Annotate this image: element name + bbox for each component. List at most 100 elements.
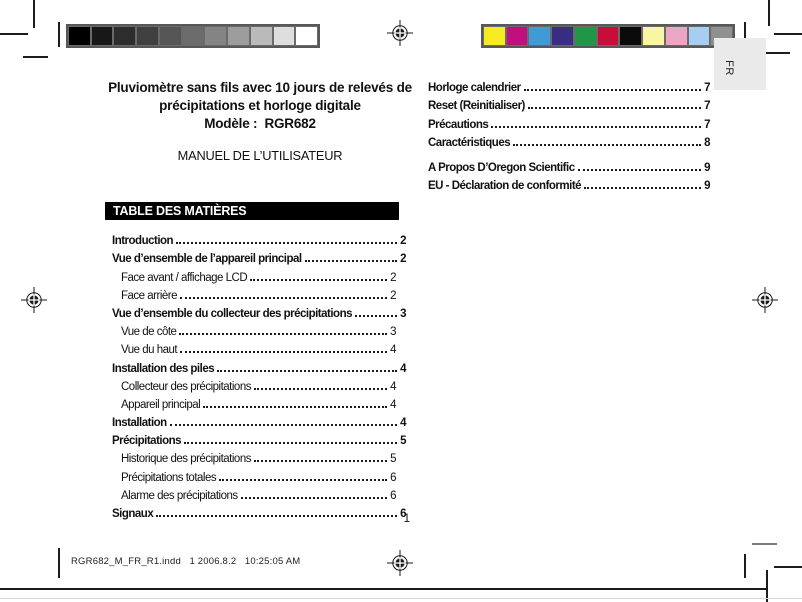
toc-entry: Appareil principal 4 (112, 393, 396, 411)
toc-entry-page: 6 (400, 508, 406, 520)
color-swatch (642, 26, 665, 46)
toc-entry: Vue de côte 3 (112, 320, 396, 338)
registration-mark-icon (387, 20, 413, 46)
crop-mark-top-left-horizontal (0, 33, 28, 35)
toc-entry-label: A Propos D’Oregon Scientific (428, 161, 575, 174)
toc-entry: Face avant / affichage LCD 2 (112, 265, 396, 284)
grayscale-swatch (68, 26, 91, 46)
dot-leader (304, 260, 398, 263)
toc-entry: Signaux 6 (112, 502, 406, 520)
dot-leader (253, 460, 388, 463)
toc-entry: Caractéristiques 8 (428, 131, 710, 149)
toc-entry: Horloge calendrier 7 (428, 76, 710, 94)
grayscale-swatch (136, 26, 159, 46)
crop-mark-bottom-right-horizontal (774, 566, 802, 568)
dot-leader (180, 296, 388, 299)
footer-filename: RGR682_M_FR_R1.indd 1 2006.8.2 10:25:05 … (71, 556, 301, 567)
toc-entry-label: Appareil principal (121, 398, 201, 411)
color-swatch (528, 26, 552, 46)
toc-entry: Collecteur des précipitations 4 (112, 375, 396, 393)
trim-mark-footer-right-vertical (744, 554, 746, 578)
toc-entry: Précipitations 5 (112, 429, 406, 447)
dot-leader (219, 478, 388, 481)
crop-mark-top-left-vertical (33, 0, 35, 28)
color-swatch (619, 26, 643, 46)
page-number: 1 (403, 513, 410, 525)
color-swatch (573, 26, 597, 46)
dot-leader (156, 515, 398, 517)
toc-entry-page: 4 (400, 417, 406, 430)
toc-entry-page: 4 (390, 344, 396, 357)
registration-mark-icon (21, 287, 47, 313)
registration-mark-icon (387, 550, 413, 576)
grayscale-calibration-bar (66, 24, 320, 48)
language-tab-label: FR (723, 60, 735, 76)
language-tab (714, 38, 766, 90)
grayscale-swatch (181, 26, 205, 46)
dot-leader (250, 278, 388, 281)
document-title: Pluviomètre sans fils avec 10 jours de r… (108, 80, 412, 113)
toc-entry: A Propos D’Oregon Scientific 9 (428, 156, 710, 174)
toc-entry: Précautions 7 (428, 112, 710, 131)
toc-entry-page: 6 (390, 489, 396, 502)
toc-entry-page: 9 (704, 161, 710, 174)
toc-entry-label: Installation des piles (112, 362, 215, 375)
toc-entry-label: Face arrière (121, 289, 178, 302)
grayscale-swatch (90, 26, 114, 46)
crop-mark-bottom-right-vertical (766, 570, 768, 602)
toc-heading-label: TABLE DES MATIÈRES (113, 204, 247, 218)
dot-leader (513, 143, 702, 146)
dot-leader (176, 242, 398, 245)
toc-entry-page: 4 (390, 398, 396, 411)
toc-entry-page: 2 (390, 289, 396, 302)
dot-leader (527, 107, 702, 110)
toc-entry-page: 7 (704, 118, 710, 131)
color-swatch (483, 26, 506, 46)
dot-leader (217, 369, 398, 372)
footer-rule-line (0, 588, 766, 590)
dot-leader (577, 168, 702, 171)
toc-entry: Installation des piles 4 (112, 356, 406, 375)
toc-entry-page: 7 (704, 100, 710, 113)
toc-entry: Face arrière 2 (112, 284, 396, 302)
toc-entry-label: Signaux (112, 508, 154, 520)
toc-entry-page: 2 (400, 235, 406, 248)
toc-entry: Vue d’ensemble du collecteur des précipi… (112, 302, 406, 320)
manual-subtitle: MANUEL DE L’UTILISATEUR (177, 148, 343, 163)
toc-entry-page: 4 (390, 380, 396, 393)
title-block: Pluviomètre sans fils avec 10 jours de r… (105, 79, 415, 165)
registration-mark-icon (752, 287, 778, 313)
toc-entry-label: Vue de côte (121, 326, 177, 339)
toc-entry-label: EU - Déclaration de conformité (428, 180, 582, 193)
toc-entry-label: Collecteur des précipitations (121, 380, 251, 393)
toc-right-column: Horloge calendrier 7 Reset (Reinitialiser)… (428, 76, 710, 192)
dot-leader (491, 125, 702, 128)
toc-entry-page: 2 (400, 253, 406, 266)
color-swatch (687, 26, 711, 46)
dot-leader (584, 187, 702, 190)
toc-entry-label: Caractéristiques (428, 136, 511, 149)
toc-entry: Alarme des précipitations 6 (112, 484, 396, 502)
toc-entry-page: 3 (400, 307, 406, 320)
dot-leader (169, 424, 398, 427)
toc-heading-bar: TABLE DES MATIÈRES (105, 202, 399, 220)
grayscale-swatch (204, 26, 228, 46)
crop-mark-top-right-horizontal (774, 33, 802, 35)
grayscale-swatch (249, 26, 273, 46)
toc-entry-page: 3 (390, 326, 396, 339)
toc-entry-label: Précipitations totales (121, 471, 217, 484)
toc-entry-page: 7 (704, 82, 710, 95)
dot-leader (355, 314, 398, 317)
grayscale-swatch (227, 26, 250, 46)
color-swatch (664, 26, 688, 46)
grayscale-swatch (272, 26, 296, 46)
trim-mark-right-of-color-bar (744, 22, 746, 47)
toc-entry-label: Historique des précipitations (121, 453, 251, 466)
color-swatch (551, 26, 574, 46)
trim-mark-footer-left-vertical (58, 548, 60, 578)
page-edge-line (0, 598, 802, 599)
toc-entry-label: Introduction (112, 235, 174, 248)
color-calibration-bar (481, 24, 735, 48)
toc-entry: Historique des précipitations 5 (112, 447, 396, 465)
